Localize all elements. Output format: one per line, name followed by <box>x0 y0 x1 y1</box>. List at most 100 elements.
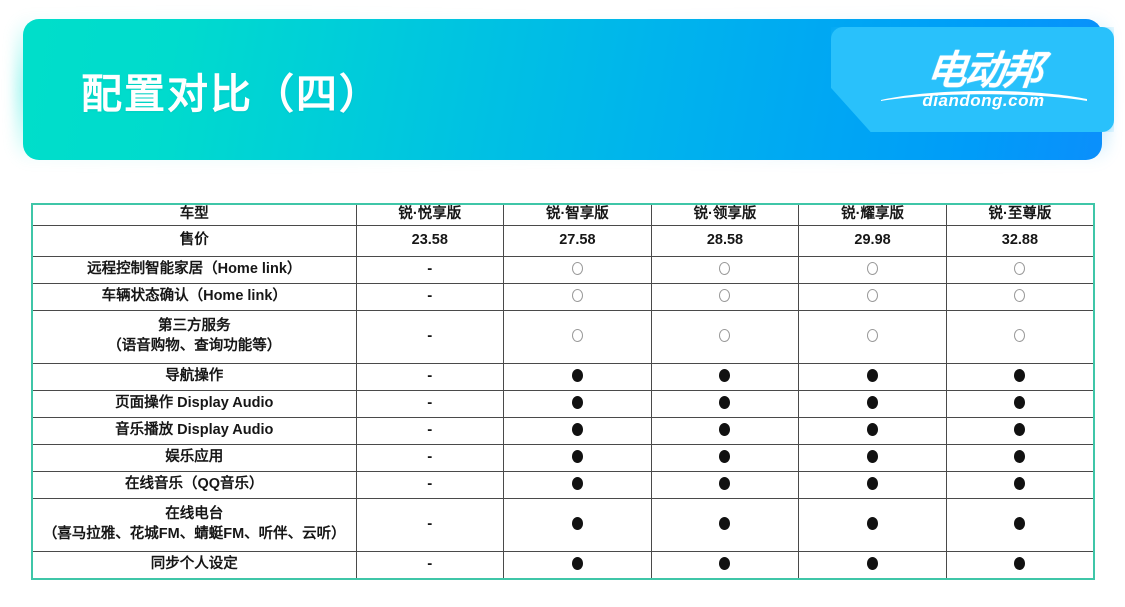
feature-value-cell <box>503 443 652 472</box>
table-body: 售价 23.58 27.58 28.58 29.98 32.88 远程控制智能家… <box>31 224 1095 580</box>
brand-logo-inner: 电动邦 diandong.com <box>831 27 1114 132</box>
standard-feature-filled-circle-icon <box>867 369 879 383</box>
price-value-5: 32.88 <box>945 224 1095 257</box>
feature-value-cell <box>650 550 800 580</box>
brand-logo-domain: diandong.com <box>922 90 1045 110</box>
table-row-price: 售价 23.58 27.58 28.58 29.98 32.88 <box>31 224 1095 257</box>
optional-feature-hollow-circle-icon <box>719 329 731 343</box>
unavailable-feature-dash: - <box>427 515 433 533</box>
feature-value-cell <box>945 550 1095 580</box>
feature-name-cell: 远程控制智能家居（Home link） <box>31 255 357 284</box>
feature-value-cell <box>945 309 1095 364</box>
unavailable-feature-dash: - <box>427 327 433 345</box>
feature-value-cell <box>503 309 652 364</box>
feature-name-cell: 在线音乐（QQ音乐） <box>31 470 357 499</box>
standard-feature-filled-circle-icon <box>1014 450 1026 464</box>
feature-value-cell <box>650 416 800 445</box>
optional-feature-hollow-circle-icon <box>571 289 583 303</box>
feature-value-cell <box>798 443 947 472</box>
unavailable-feature-dash: - <box>427 555 433 573</box>
feature-value-cell <box>945 470 1095 499</box>
standard-feature-filled-circle-icon <box>571 396 583 410</box>
feature-name-cell: 车辆状态确认（Home link） <box>31 282 357 311</box>
feature-value-cell <box>650 309 800 364</box>
standard-feature-filled-circle-icon <box>1014 557 1026 571</box>
table-row: 同步个人设定 - <box>31 550 1095 580</box>
table-row: 第三方服务 （语音购物、查询功能等） - <box>31 309 1095 364</box>
feature-value-cell <box>945 443 1095 472</box>
standard-feature-filled-circle-icon <box>867 423 879 437</box>
table-row: 娱乐应用 - <box>31 443 1095 472</box>
standard-feature-filled-circle-icon <box>867 517 879 531</box>
standard-feature-filled-circle-icon <box>1014 423 1026 437</box>
feature-value-cell <box>503 362 652 391</box>
price-value-2: 27.58 <box>503 224 652 257</box>
brand-logo-chinese-name: 电动邦 <box>924 48 1043 93</box>
column-header-trim-1: 锐·悦享版 <box>355 203 505 226</box>
feature-name-line-1: 在线电台 <box>165 506 224 522</box>
optional-feature-hollow-circle-icon <box>867 262 879 276</box>
feature-value-cell <box>798 550 947 580</box>
feature-name-line-1: 第三方服务 <box>158 318 231 334</box>
unavailable-feature-dash: - <box>427 448 433 466</box>
feature-value-cell: - <box>355 416 505 445</box>
feature-value-cell <box>650 443 800 472</box>
feature-name-line-1: 导航操作 <box>165 367 224 384</box>
standard-feature-filled-circle-icon <box>571 450 583 464</box>
standard-feature-filled-circle-icon <box>1014 396 1026 410</box>
feature-value-cell <box>945 416 1095 445</box>
standard-feature-filled-circle-icon <box>867 477 879 491</box>
feature-name-line-1: 页面操作 Display Audio <box>115 394 274 411</box>
feature-value-cell: - <box>355 470 505 499</box>
feature-name-cell: 页面操作 Display Audio <box>31 389 357 418</box>
feature-value-cell <box>798 497 947 552</box>
feature-value-cell <box>503 550 652 580</box>
feature-value-cell <box>503 389 652 418</box>
feature-value-cell <box>945 362 1095 391</box>
feature-value-cell: - <box>355 389 505 418</box>
standard-feature-filled-circle-icon <box>719 369 731 383</box>
standard-feature-filled-circle-icon <box>571 477 583 491</box>
feature-value-cell <box>945 255 1095 284</box>
feature-name-cell: 第三方服务 （语音购物、查询功能等） <box>31 309 357 364</box>
optional-feature-hollow-circle-icon <box>1014 329 1026 343</box>
optional-feature-hollow-circle-icon <box>867 289 879 303</box>
standard-feature-filled-circle-icon <box>719 396 731 410</box>
standard-feature-filled-circle-icon <box>571 557 583 571</box>
feature-value-cell: - <box>355 497 505 552</box>
feature-value-cell <box>503 416 652 445</box>
standard-feature-filled-circle-icon <box>719 423 731 437</box>
column-header-trim-4: 锐·耀享版 <box>798 203 947 226</box>
feature-name-cell: 音乐播放 Display Audio <box>31 416 357 445</box>
optional-feature-hollow-circle-icon <box>571 329 583 343</box>
standard-feature-filled-circle-icon <box>719 517 731 531</box>
brand-logo-swoosh-icon <box>880 90 1087 101</box>
feature-name-line-1: 远程控制智能家居（Home link） <box>87 260 302 277</box>
optional-feature-hollow-circle-icon <box>1014 262 1026 276</box>
brand-logo-badge[interactable]: 电动邦 diandong.com <box>831 27 1114 132</box>
standard-feature-filled-circle-icon <box>1014 477 1026 491</box>
table-row: 音乐播放 Display Audio - <box>31 416 1095 445</box>
unavailable-feature-dash: - <box>427 367 433 385</box>
table-row: 远程控制智能家居（Home link） - <box>31 255 1095 284</box>
feature-value-cell <box>798 389 947 418</box>
table-row: 在线电台 （喜马拉雅、花城FM、蜻蜓FM、听伴、云听） - <box>31 497 1095 552</box>
optional-feature-hollow-circle-icon <box>1014 289 1026 303</box>
standard-feature-filled-circle-icon <box>719 477 731 491</box>
standard-feature-filled-circle-icon <box>1014 369 1026 383</box>
feature-value-cell: - <box>355 362 505 391</box>
feature-value-cell <box>798 309 947 364</box>
page-title: 配置对比（四） <box>81 70 382 117</box>
feature-name-line-1: 音乐播放 Display Audio <box>115 421 274 438</box>
feature-value-cell <box>650 389 800 418</box>
feature-value-cell: - <box>355 550 505 580</box>
column-header-trim-5: 锐·至尊版 <box>945 203 1095 226</box>
standard-feature-filled-circle-icon <box>867 450 879 464</box>
standard-feature-filled-circle-icon <box>867 396 879 410</box>
table-header-row: 车型 锐·悦享版 锐·智享版 锐·领享版 锐·耀享版 锐·至尊版 <box>31 203 1095 226</box>
configuration-comparison-table: 车型 锐·悦享版 锐·智享版 锐·领享版 锐·耀享版 锐·至尊版 售价 23.5… <box>31 203 1095 580</box>
feature-value-cell <box>503 282 652 311</box>
price-value-1: 23.58 <box>355 224 505 257</box>
feature-name-line-1: 在线音乐（QQ音乐） <box>124 475 264 492</box>
feature-value-cell <box>503 470 652 499</box>
